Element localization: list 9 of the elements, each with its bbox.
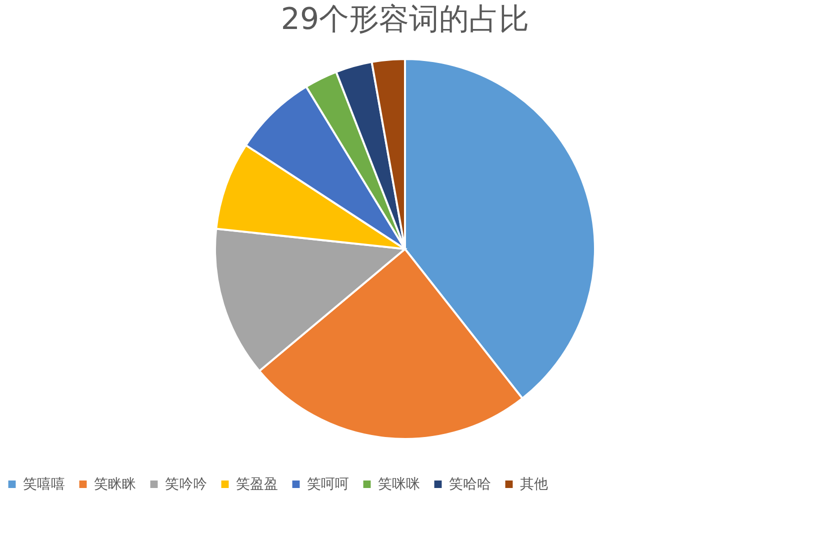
legend-label: 笑哈哈 bbox=[449, 476, 491, 492]
legend-label: 笑眯眯 bbox=[94, 476, 136, 492]
legend-label: 其他 bbox=[520, 476, 548, 492]
legend-label: 笑盈盈 bbox=[236, 476, 278, 492]
chart-title: 29个形容词的占比 bbox=[280, 2, 530, 37]
legend-label: 笑嘻嘻 bbox=[23, 476, 65, 492]
legend-label: 笑咪咪 bbox=[378, 476, 420, 492]
legend-label: 笑呵呵 bbox=[307, 476, 349, 492]
legend-label: 笑吟吟 bbox=[165, 476, 207, 492]
